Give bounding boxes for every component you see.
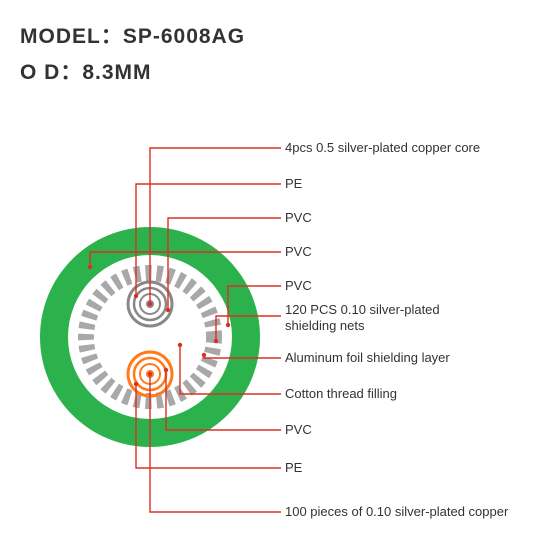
od-line: O D：8.3MM (20, 56, 530, 86)
label-pe-top: PE (285, 176, 302, 191)
label-shield-nets-line2: shielding nets (285, 318, 365, 333)
label-cotton: Cotton thread filling (285, 386, 397, 401)
label-aluminum: Aluminum foil shielding layer (285, 350, 450, 365)
label-shield-nets: 120 PCS 0.10 silver-plated shielding net… (285, 302, 440, 333)
diagram-svg (20, 92, 530, 552)
label-pvc-1: PVC (285, 210, 312, 225)
cable-diagram: 4pcs 0.5 silver-plated copper core PE PV… (20, 92, 530, 552)
label-shield-nets-line1: 120 PCS 0.10 silver-plated (285, 302, 440, 317)
label-core: 4pcs 0.5 silver-plated copper core (285, 140, 480, 155)
label-copper: 100 pieces of 0.10 silver-plated copper (285, 504, 508, 519)
label-pvc-3: PVC (285, 278, 312, 293)
model-value: SP-6008AG (123, 25, 245, 48)
od-value: 8.3MM (82, 61, 151, 84)
model-label: MODEL： (20, 25, 123, 48)
label-pvc-4: PVC (285, 422, 312, 437)
model-line: MODEL：SP-6008AG (20, 20, 530, 50)
od-label: O D： (20, 61, 82, 84)
label-pe-bot: PE (285, 460, 302, 475)
label-pvc-2: PVC (285, 244, 312, 259)
